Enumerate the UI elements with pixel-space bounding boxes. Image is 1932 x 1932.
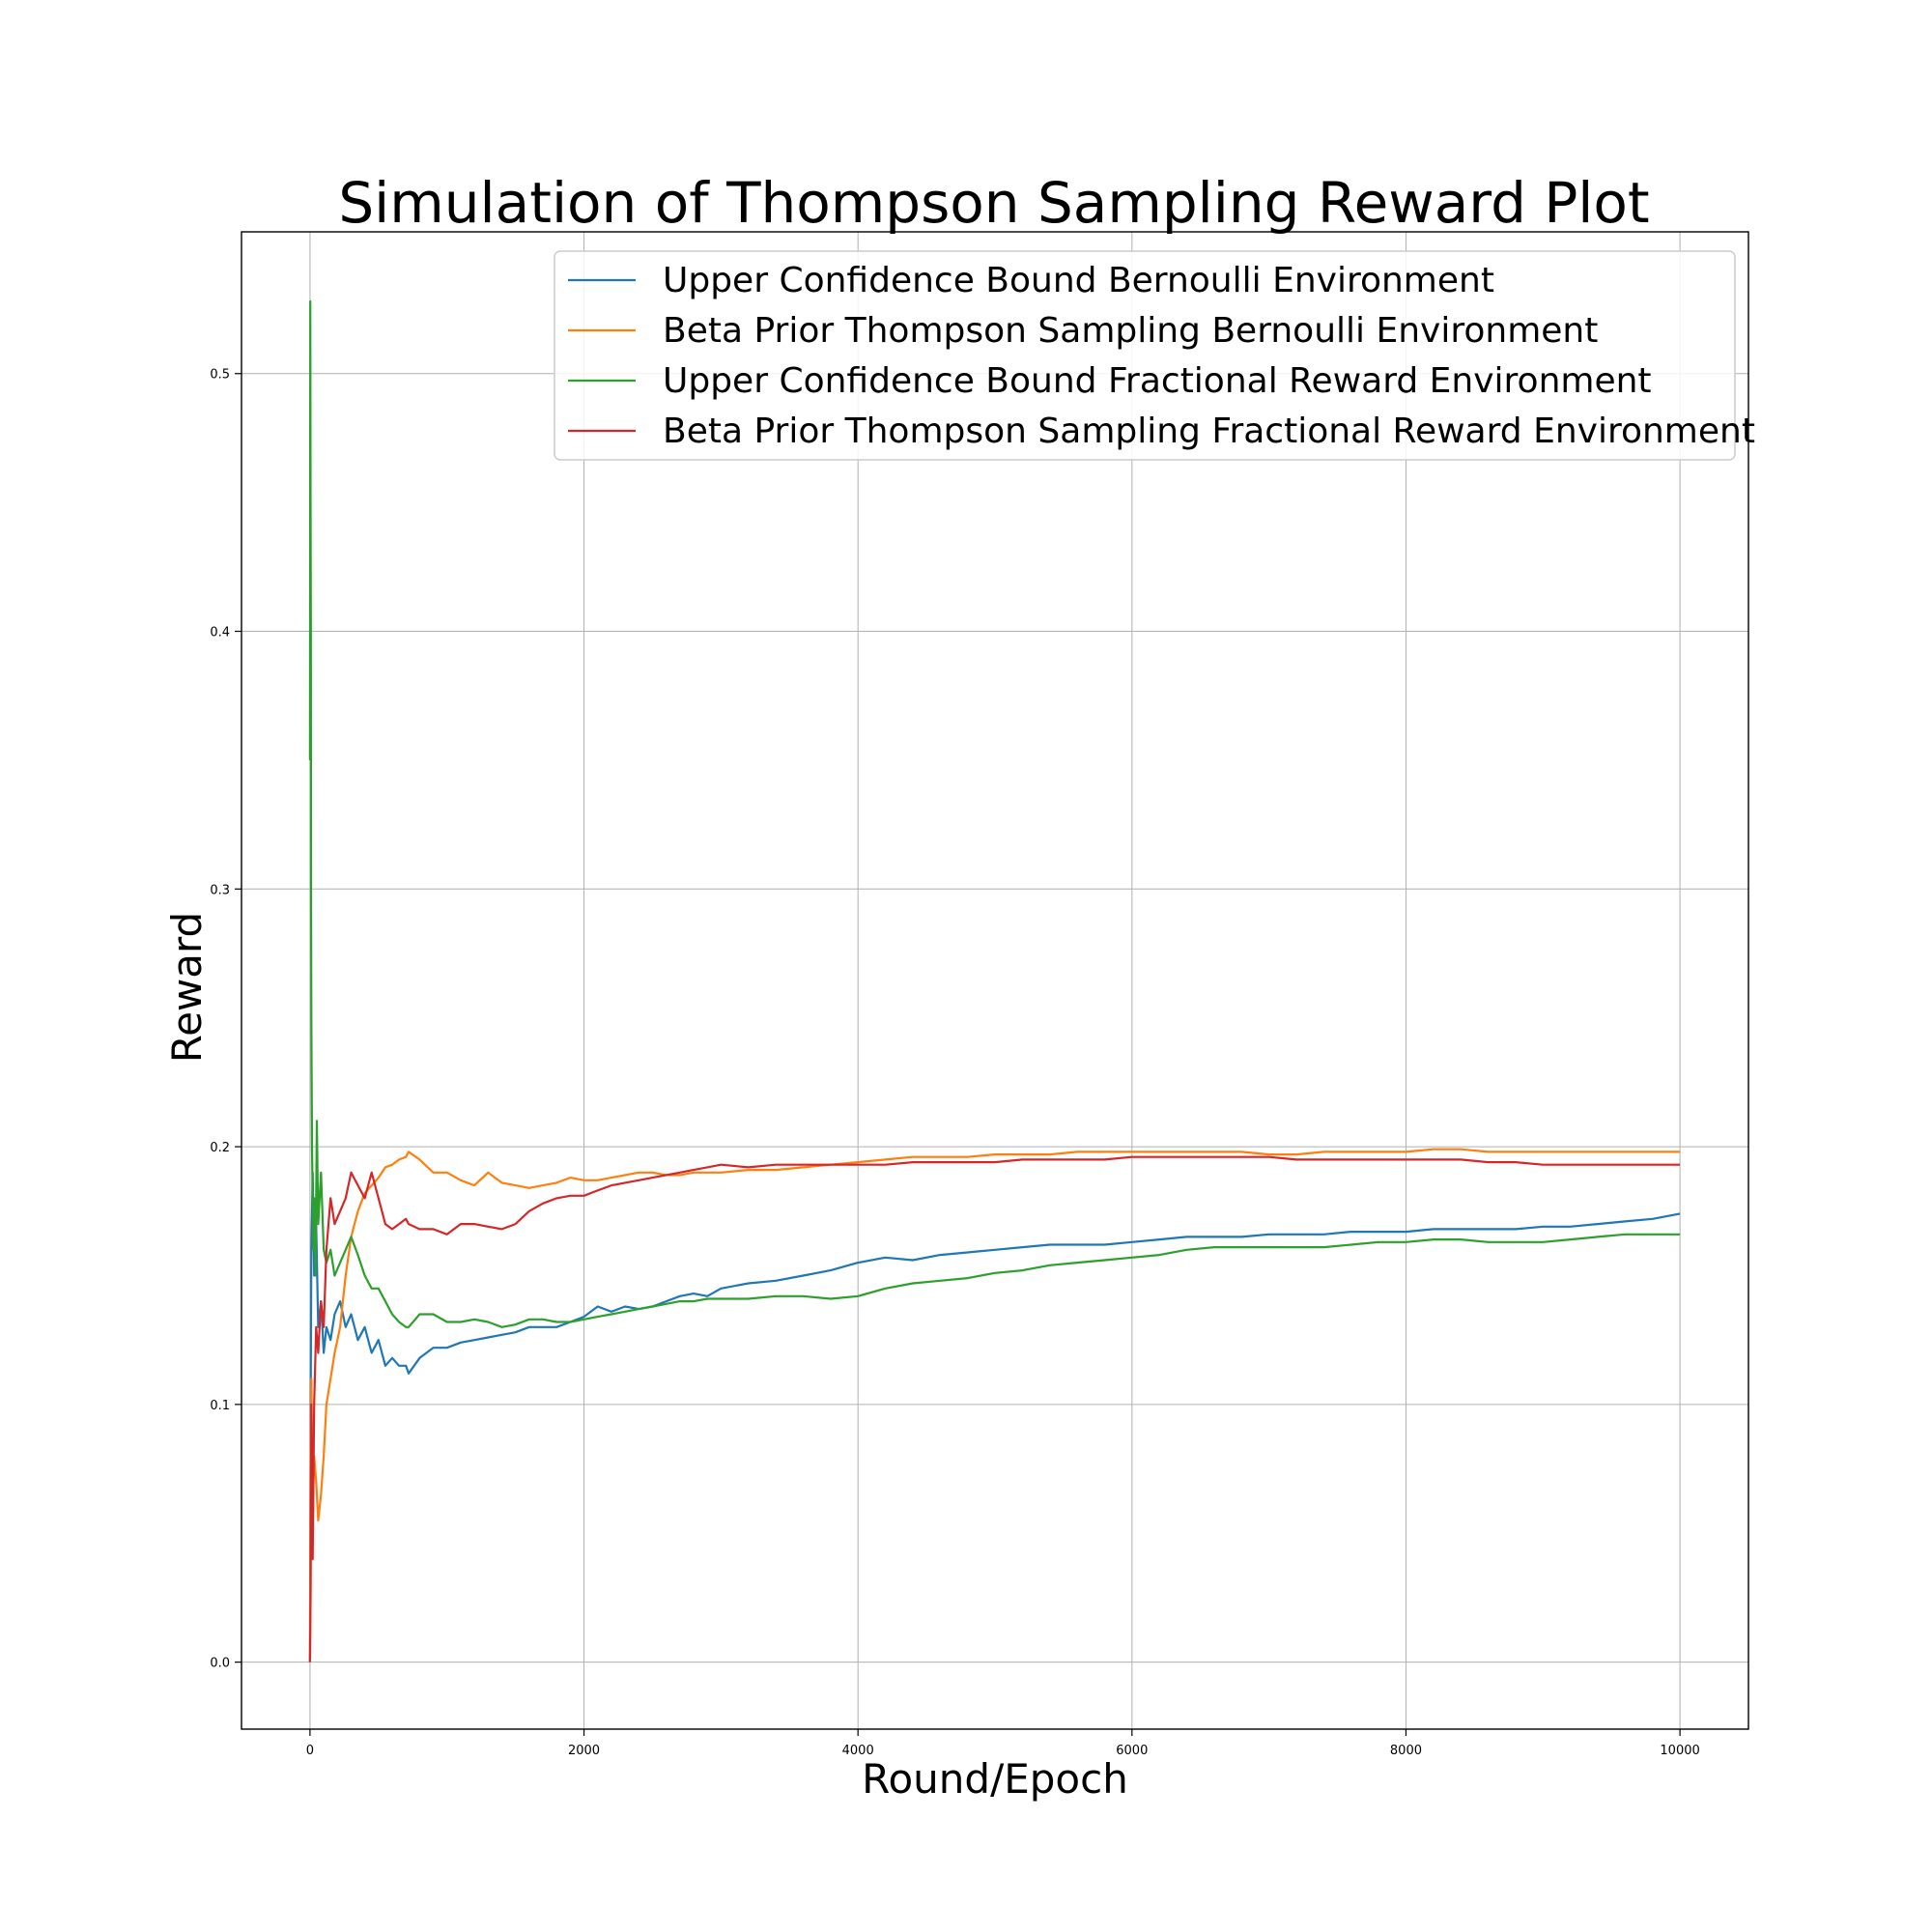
x-tick-label: 8000 (1390, 1744, 1422, 1758)
y-axis-title: Reward (163, 912, 211, 1063)
y-tick-label: 0.4 (210, 626, 230, 640)
x-tick-label: 10000 (1660, 1744, 1699, 1758)
y-tick-label: 0.5 (210, 368, 230, 383)
chart-title: Simulation of Thompson Sampling Reward P… (338, 170, 1649, 236)
series-line-3 (308, 299, 1681, 1328)
legend-label: Upper Confidence Bound Bernoulli Environ… (663, 261, 1494, 300)
legend-label: Beta Prior Thompson Sampling Fractional … (663, 412, 1755, 451)
x-axis-title: Round/Epoch (862, 1755, 1128, 1803)
axis-ticks: 0 2000 4000 6000 8000 10000 0.0 0.1 0.2 0.3 0.4 0.5 (210, 368, 1699, 1758)
legend-box (554, 250, 1736, 461)
series-line-2 (308, 1148, 1681, 1662)
series-line-1 (308, 1171, 1681, 1662)
x-tick-label: 4000 (842, 1744, 874, 1758)
grid-lines (242, 232, 1748, 1729)
y-tick-label: 0.2 (210, 1141, 230, 1155)
legend-label: Beta Prior Thompson Sampling Bernoulli E… (663, 311, 1598, 351)
series-line-4 (308, 1155, 1681, 1662)
x-tick-label: 6000 (1116, 1744, 1148, 1758)
legend-label: Upper Confidence Bound Fractional Reward… (663, 361, 1652, 401)
series-lines (308, 299, 1681, 1662)
y-tick-label: 0.1 (210, 1399, 230, 1413)
legend: Upper Confidence Bound Bernoulli Environ… (554, 250, 1755, 461)
plot-frame (241, 231, 1749, 1730)
y-tick-label: 0.3 (210, 883, 230, 897)
x-tick-label: 0 (306, 1744, 314, 1758)
y-tick-label: 0.0 (210, 1657, 230, 1671)
x-tick-label: 2000 (568, 1744, 600, 1758)
